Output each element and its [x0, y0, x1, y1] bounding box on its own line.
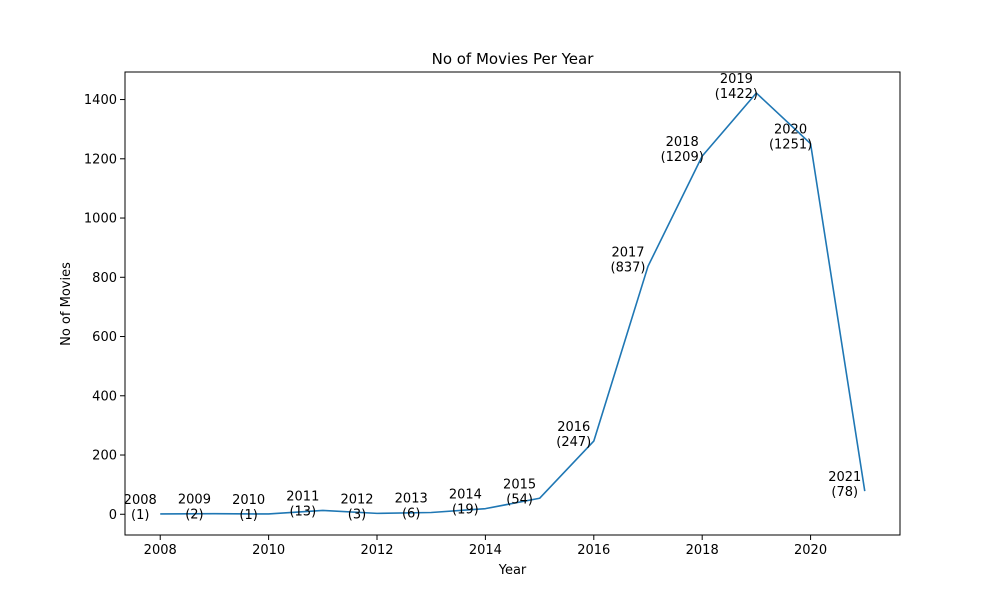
- annotation-count: (837): [611, 260, 646, 275]
- annotation-count: (78): [831, 485, 858, 500]
- x-tick-label: 2012: [360, 543, 393, 558]
- annotation-count: (1): [239, 508, 257, 523]
- x-tick-label: 2010: [252, 543, 285, 558]
- annotation-year: 2010: [232, 493, 265, 508]
- x-tick-label: 2008: [144, 543, 177, 558]
- annotation-count: (3): [348, 507, 366, 522]
- annotation-count: (1251): [769, 138, 812, 153]
- annotation-year: 2009: [178, 493, 211, 508]
- y-tick-label: 1000: [84, 212, 117, 227]
- y-tick-label: 400: [92, 389, 117, 404]
- x-axis-title: Year: [498, 563, 527, 578]
- y-tick-label: 800: [92, 271, 117, 286]
- annotation-year: 2011: [286, 489, 319, 504]
- plot-area: 2008 2010 2012 2014 2016 2018 2020 0 200 400 600 80…: [84, 71, 901, 558]
- y-tick-label: 200: [92, 449, 117, 464]
- annotation-year: 2018: [666, 135, 699, 150]
- annotation-count: (1209): [661, 150, 704, 165]
- y-tick-label: 1200: [84, 152, 117, 167]
- annotation-count: (1422): [715, 87, 758, 102]
- annotation-count: (2): [185, 508, 203, 523]
- annotation-year: 2017: [611, 245, 644, 260]
- annotation-count: (247): [556, 435, 591, 450]
- series-line: [160, 92, 866, 515]
- x-tick-label: 2020: [794, 543, 827, 558]
- annotation-year: 2016: [557, 420, 590, 435]
- x-tick-label: 2016: [577, 543, 610, 558]
- annotation-count: (1): [131, 508, 149, 523]
- annotation-count: (13): [289, 504, 316, 519]
- annotation-year: 2008: [124, 493, 157, 508]
- annotation-count: (6): [402, 506, 420, 521]
- annotation-year: 2015: [503, 477, 536, 492]
- annotation-year: 2020: [774, 123, 807, 138]
- annotation-count: (54): [506, 492, 533, 507]
- x-tick-label: 2018: [686, 543, 719, 558]
- annotation-year: 2012: [340, 492, 373, 507]
- x-tick-label: 2014: [469, 543, 502, 558]
- annotation-year: 2021: [828, 470, 861, 485]
- annotation-year: 2013: [395, 491, 428, 506]
- axes-frame: [124, 71, 901, 536]
- y-axis-title: No of Movies: [59, 262, 74, 346]
- chart-title: No of Movies Per Year: [432, 50, 595, 68]
- y-tick-label: 600: [92, 330, 117, 345]
- annotation-year: 2019: [720, 72, 753, 87]
- annotation-year: 2014: [449, 488, 482, 503]
- annotation-count: (19): [452, 503, 479, 518]
- y-tick-label: 0: [109, 508, 117, 523]
- y-tick-label: 1400: [84, 93, 117, 108]
